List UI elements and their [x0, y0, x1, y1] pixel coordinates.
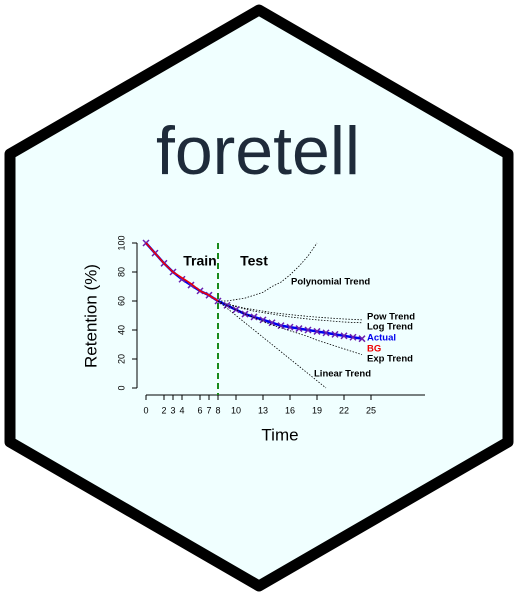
- point: [313, 327, 321, 335]
- x-tick-label: 3: [170, 405, 175, 415]
- x-tick-label: 8: [215, 405, 220, 415]
- series-line: [217, 300, 363, 321]
- series-label: Pow Trend: [367, 312, 415, 323]
- series-line: [217, 300, 363, 324]
- x-tick-label: 7: [206, 405, 211, 415]
- point: [268, 319, 276, 327]
- point: [241, 310, 249, 318]
- x-tick-label: 6: [197, 405, 202, 415]
- y-tick-label: 20: [116, 354, 126, 364]
- point: [358, 335, 366, 343]
- x-axis-label: Time: [261, 425, 298, 444]
- series-line: [145, 242, 219, 302]
- annotation: Train: [183, 253, 216, 269]
- y-tick-label: 80: [116, 267, 126, 277]
- x-tick-label: 25: [366, 405, 376, 415]
- x-tick-label: 0: [143, 405, 148, 415]
- point: [295, 325, 303, 333]
- point: [340, 332, 348, 340]
- x-tick-label: 10: [231, 405, 241, 415]
- series-label: Exp Trend: [367, 354, 413, 365]
- point: [277, 322, 285, 330]
- y-tick-label: 40: [116, 325, 126, 335]
- x-tick-label: 2: [161, 405, 166, 415]
- point: [331, 330, 339, 338]
- point: [349, 333, 357, 341]
- series-line: [217, 300, 363, 356]
- series-label: Actual: [367, 333, 396, 344]
- title: foretell: [156, 113, 360, 189]
- annotation: Test: [240, 253, 268, 269]
- series-label: Log Trend: [367, 322, 413, 333]
- x-tick-label: 19: [312, 405, 322, 415]
- series-label: Polynomial Trend: [291, 277, 370, 288]
- x-tick-label: 13: [258, 405, 268, 415]
- y-tick-label: 60: [116, 296, 126, 306]
- series-line: [217, 300, 327, 389]
- point: [232, 306, 240, 314]
- y-tick-label: 0: [116, 385, 126, 390]
- point: [304, 326, 312, 334]
- series-label: Linear Trend: [314, 369, 371, 380]
- hexagon: [4, 4, 514, 592]
- point: [286, 323, 294, 331]
- series-line: [218, 242, 318, 302]
- x-tick-label: 16: [285, 405, 295, 415]
- y-tick-label: 100: [116, 235, 126, 250]
- y-axis-label: Retention (%): [81, 264, 100, 368]
- x-tick-label: 4: [179, 405, 184, 415]
- point: [250, 313, 258, 321]
- x-tick-label: 22: [339, 405, 349, 415]
- point: [322, 329, 330, 337]
- series-label: BG: [367, 344, 381, 355]
